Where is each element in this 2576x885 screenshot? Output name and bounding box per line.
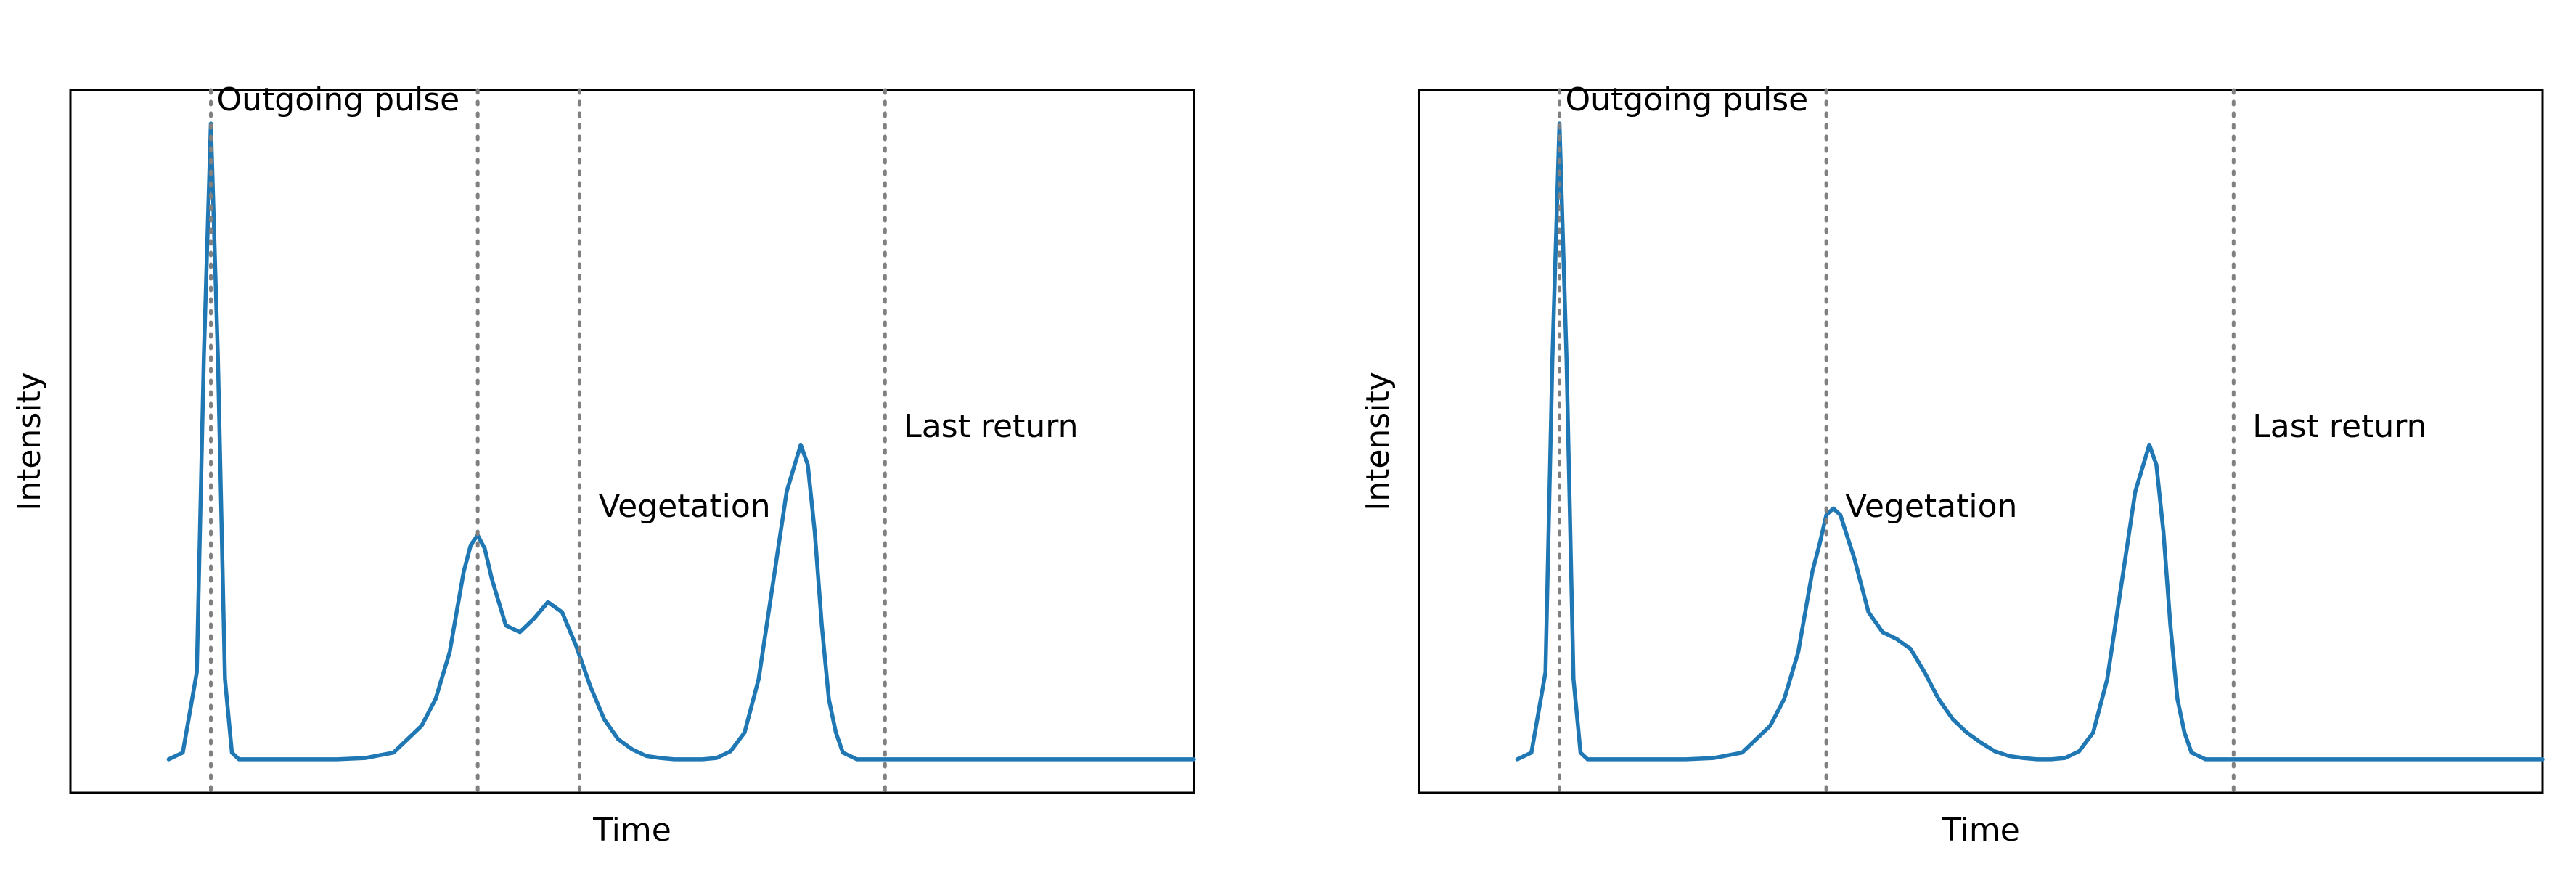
axes-frame: [1418, 89, 2544, 794]
x-axis-label: Time: [1941, 812, 2020, 849]
y-axis-label: Intensity: [1359, 372, 1397, 511]
marker-label: Last return: [904, 408, 1078, 445]
marker-label: Vegetation: [1845, 488, 2017, 525]
marker-label: Outgoing pulse: [1566, 81, 1809, 118]
y-axis-label: Intensity: [11, 372, 48, 511]
waveform-line: [1515, 121, 2545, 762]
marker-label: Last return: [2252, 408, 2426, 445]
waveform-line: [166, 121, 1196, 762]
axes-frame: [69, 89, 1195, 794]
marker-label: Outgoing pulse: [217, 81, 460, 118]
chart-panel-right: Outgoing pulse Vegetation Last return Time I…: [1359, 81, 2545, 849]
x-axis-label: Time: [592, 812, 671, 849]
marker-label: Vegetation: [598, 488, 770, 525]
chart-panel-left: Outgoing pulse Vegetation Last return Time I…: [11, 81, 1196, 849]
